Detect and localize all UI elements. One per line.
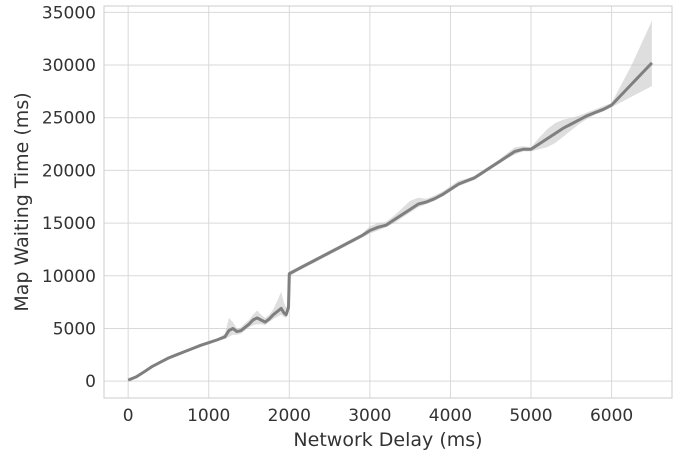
y-tick-label: 0: [85, 372, 96, 392]
x-tick-label: 6000: [590, 406, 633, 426]
y-tick-label: 25000: [42, 109, 96, 129]
x-axis-label: Network Delay (ms): [293, 429, 482, 451]
x-tick-labels: 0 1000 2000 3000 4000 5000 6000: [123, 406, 633, 426]
x-tick-label: 0: [123, 406, 134, 426]
plot-area-frame: [103, 5, 673, 399]
vertical-gridlines: [127, 6, 613, 398]
y-tick-label: 5000: [53, 319, 96, 339]
y-tick-label: 30000: [42, 56, 96, 76]
x-tick-label: 5000: [509, 406, 552, 426]
y-tick-label: 20000: [42, 161, 96, 181]
x-tick-label: 2000: [268, 406, 311, 426]
x-tick-label: 1000: [187, 406, 230, 426]
y-axis-label: Map Waiting Time (ms): [11, 92, 33, 311]
confidence-band: [128, 20, 652, 382]
x-tick-label: 3000: [348, 406, 391, 426]
y-tick-label: 15000: [42, 214, 96, 234]
horizontal-gridlines: [104, 11, 672, 382]
series-line: [127, 61, 653, 382]
y-tick-label: 10000: [42, 267, 96, 287]
y-tick-label: 35000: [42, 3, 96, 23]
x-tick-label: 4000: [429, 406, 472, 426]
y-tick-labels: 0 5000 10000 15000 20000 25000 30000 35000: [42, 3, 96, 392]
